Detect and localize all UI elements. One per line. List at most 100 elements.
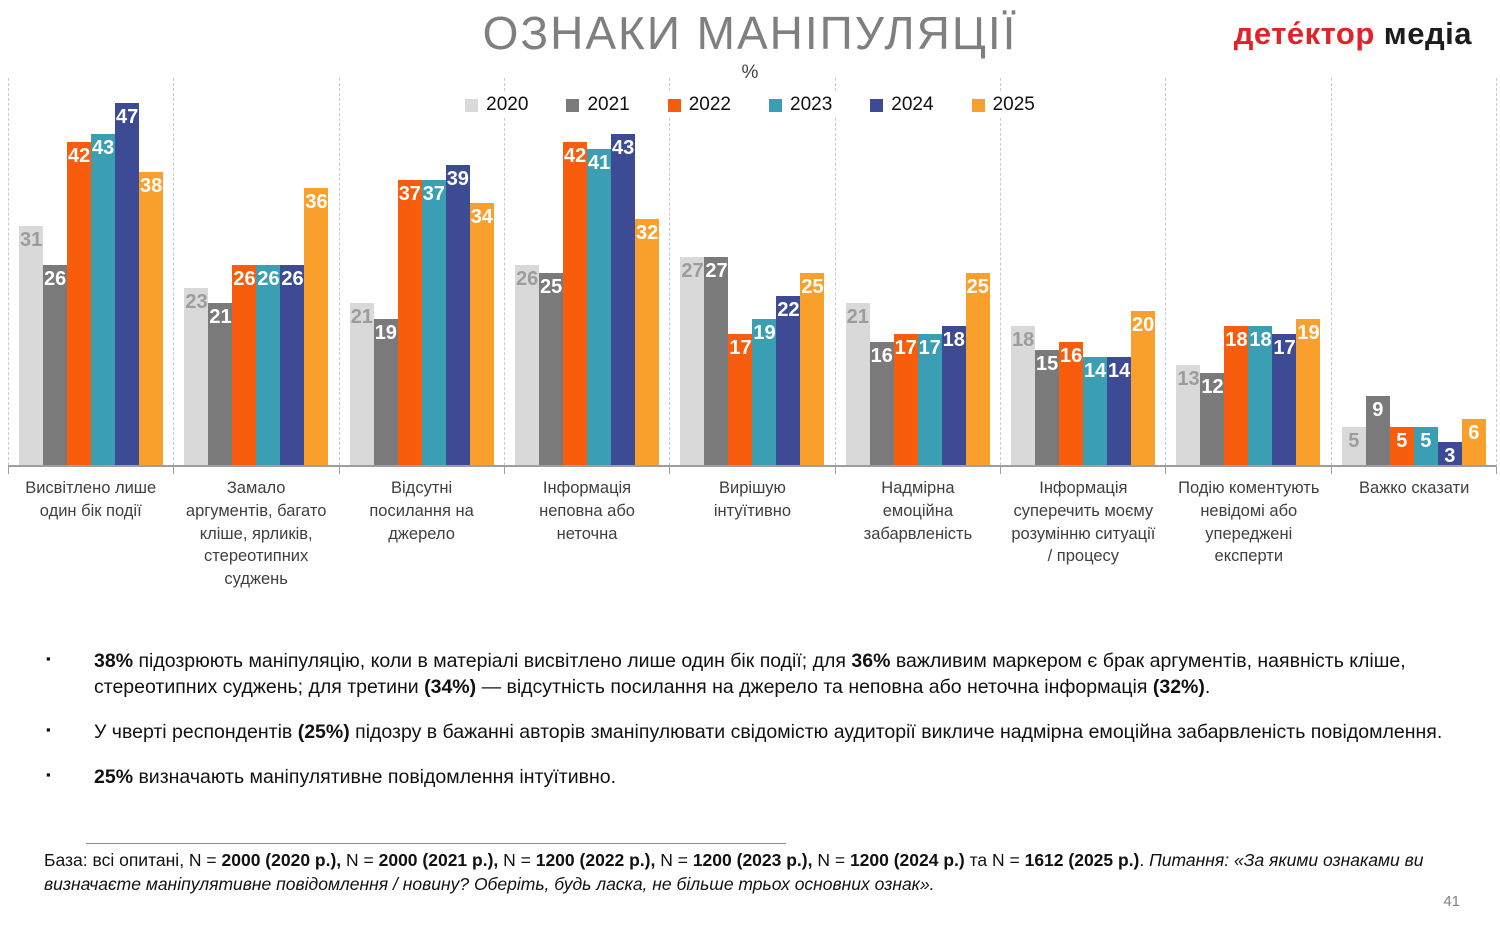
bar-2023: 37	[421, 180, 446, 465]
bar-2021: 12	[1200, 372, 1225, 465]
legend-swatch-2021	[566, 98, 580, 112]
bar-2020: 21	[349, 303, 374, 465]
bar-2024: 14	[1107, 357, 1132, 465]
bar-2022: 18	[1224, 326, 1249, 465]
chart-plot: 31 26 42 43 47 38 23 21 26 26 26 36 21 19 37 37 39 34 26 25…	[8, 78, 1497, 474]
bar-value-label: 38	[140, 175, 163, 198]
bar-value-label: 6	[1468, 421, 1480, 444]
bar-value-label: 21	[350, 306, 373, 329]
bar-2021: 25	[539, 272, 564, 465]
bar-2022: 17	[893, 334, 918, 465]
base-note: База: всі опитані, N = 2000 (2020 р.), N…	[44, 850, 1424, 894]
bar-2025: 19	[1296, 318, 1321, 465]
bar-value-label: 14	[1084, 360, 1107, 383]
page-title: ОЗНАКИ МАНІПУЛЯЦІЇ	[482, 7, 1018, 59]
bar-2022: 37	[397, 180, 422, 465]
bar-2022: 17	[728, 334, 753, 465]
bar-value-label: 20	[1132, 314, 1155, 336]
bar-value-label: 34	[470, 206, 493, 229]
legend-item-2024: 2024	[866, 92, 938, 118]
footer-divider	[86, 843, 786, 844]
bar-2025: 25	[965, 272, 990, 465]
legend-label: 2024	[891, 94, 934, 115]
chart-group-1: 31 26 42 43 47 38	[8, 78, 173, 474]
bar-2024: 3	[1437, 441, 1462, 466]
bar-2021: 9	[1365, 395, 1390, 465]
category-label: Замало аргументів, багато кліше, ярликів…	[185, 479, 327, 589]
bar-value-label: 26	[233, 267, 256, 290]
bar-value-label: 18	[942, 329, 965, 352]
bar-2025: 6	[1461, 418, 1486, 465]
bar-2021: 27	[704, 257, 729, 465]
legend-swatch-2020	[465, 98, 479, 112]
bullet-text: У чверті респондентів (25%) підозру в ба…	[94, 721, 1443, 744]
bar-value-label: 5	[1420, 429, 1432, 452]
bar-2025: 20	[1131, 311, 1156, 465]
legend-item-2021: 2021	[562, 92, 634, 118]
bullet-item-1: ▪ 38% підозрюють маніпуляцію, коли в мате…	[46, 648, 1445, 700]
chart-group-2: 23 21 26 26 26 36	[173, 78, 338, 474]
bar-value-label: 18	[1249, 329, 1272, 352]
bar-value-label: 17	[729, 337, 752, 360]
bar-2024: 47	[115, 103, 140, 465]
legend-swatch-2022	[667, 98, 681, 112]
bar-2023: 14	[1083, 357, 1108, 465]
bar-2024: 18	[941, 326, 966, 465]
bar-value-label: 27	[705, 260, 728, 283]
bar-2024: 17	[1272, 334, 1297, 465]
detector-media-logo: дете́ктор медіа	[1234, 16, 1472, 52]
bar-2023: 43	[91, 133, 116, 465]
bar-value-label: 25	[801, 275, 824, 298]
bar-2025: 25	[800, 272, 825, 465]
bar-value-label: 26	[257, 267, 280, 290]
chart-group-5: 27 27 17 19 22 25	[669, 78, 834, 474]
chart-group-8: 13 12 18 18 17 19	[1165, 78, 1330, 474]
bar-value-label: 9	[1372, 398, 1384, 421]
bar-value-label: 27	[681, 260, 704, 283]
bullet-marker: ▪	[46, 651, 51, 666]
bar-value-label: 16	[1060, 344, 1083, 367]
bar-2024: 26	[280, 264, 305, 465]
bar-2024: 39	[445, 164, 470, 465]
bar-2021: 26	[43, 264, 68, 465]
legend-swatch-2023	[769, 98, 782, 112]
bar-2020: 31	[19, 226, 44, 465]
legend-label: 2020	[486, 94, 529, 115]
bar-2020: 26	[515, 264, 540, 465]
bar-value-label: 31	[20, 229, 43, 252]
bullet-marker: ▪	[46, 722, 51, 738]
bar-value-label: 14	[1108, 360, 1131, 383]
bar-value-label: 19	[374, 321, 397, 344]
bar-value-label: 39	[446, 167, 469, 190]
bar-value-label: 5	[1348, 429, 1360, 452]
bar-2020: 21	[845, 303, 870, 465]
legend-item-2023: 2023	[765, 92, 837, 118]
bar-value-label: 17	[1273, 337, 1296, 360]
bullet-item-2: ▪ У чверті респондентів (25%) підозру в б…	[46, 719, 1445, 745]
bullet-text: 38% підозрюють маніпуляцію, коли в матер…	[94, 650, 1406, 699]
bar-2025: 36	[304, 187, 329, 465]
bar-value-label: 26	[516, 267, 539, 290]
bullet-marker: ▪	[46, 767, 51, 783]
logo-text-black: медіа	[1383, 16, 1472, 51]
bar-2022: 42	[67, 141, 92, 465]
bar-2025: 34	[469, 203, 494, 465]
bar-2022: 26	[232, 264, 257, 465]
legend-label: 2023	[790, 94, 833, 115]
category-label: Інформація суперечить моєму розумінню си…	[1011, 479, 1156, 566]
chart-group-3: 21 19 37 37 39 34	[338, 78, 504, 474]
bar-value-label: 42	[564, 144, 587, 167]
bar-value-label: 23	[185, 290, 208, 313]
bar-2023: 41	[587, 149, 612, 465]
bar-2022: 16	[1059, 341, 1084, 465]
category-label: Важко сказати	[1359, 479, 1470, 497]
bar-2021: 19	[373, 318, 398, 465]
bar-value-label: 37	[398, 183, 421, 206]
bar-2023: 17	[917, 334, 942, 465]
bar-value-label: 26	[44, 267, 67, 290]
legend-item-2020: 2020	[461, 92, 533, 118]
logo-text-red: дете́ктор	[1233, 16, 1375, 51]
bar-value-label: 42	[68, 144, 91, 167]
bar-value-label: 19	[1297, 321, 1320, 344]
